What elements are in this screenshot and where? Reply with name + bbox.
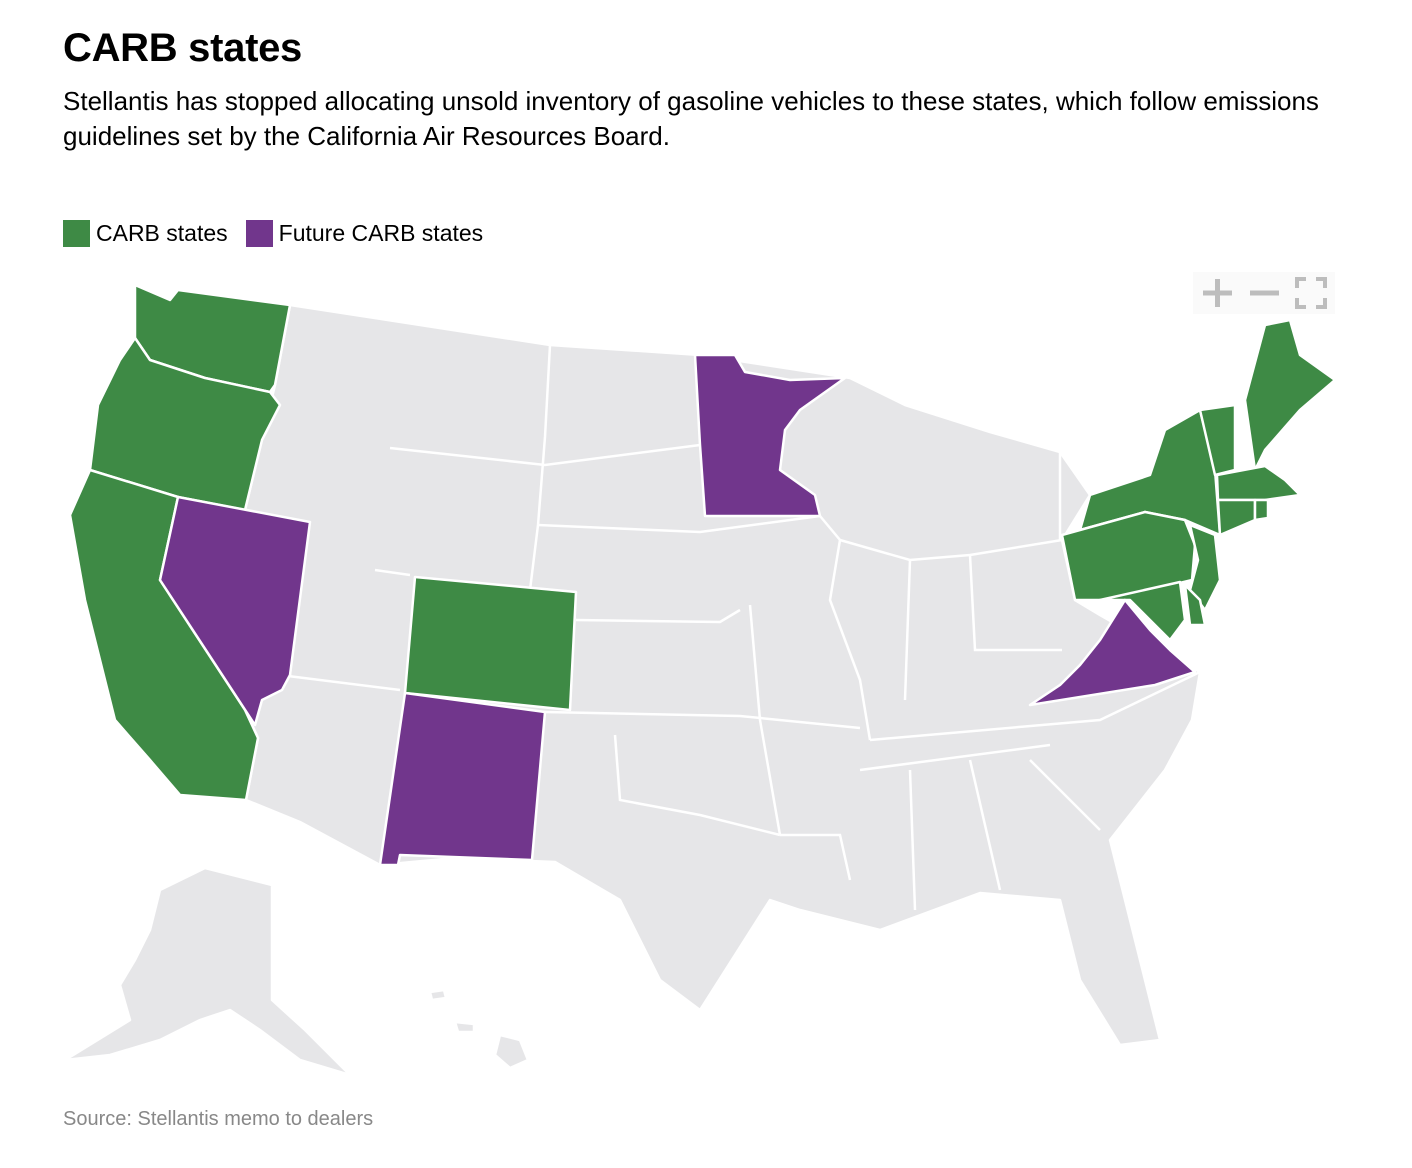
zoom-in-button[interactable] [1199,275,1235,311]
state-hawaii-3[interactable] [428,988,448,1002]
state-maryland[interactable] [1098,580,1187,642]
border-line [968,759,1002,891]
border-line [374,568,411,577]
state-pennsylvania[interactable] [1060,510,1197,602]
chart-subtitle: Stellantis has stopped allocating unsold… [63,86,1319,151]
border-line [544,710,861,730]
state-base-continental[interactable] [158,303,1202,1047]
state-virginia[interactable] [1028,598,1197,707]
border-line [859,743,1051,772]
source-note: Source: Stellantis memo to dealers [63,1108,374,1130]
state-connecticut[interactable] [1216,498,1257,537]
future-carb-states [158,353,1197,867]
plus-icon [1202,279,1232,307]
fullscreen-button[interactable] [1293,275,1329,311]
state-rhode-island[interactable] [1253,498,1270,522]
border-line [839,538,1063,562]
zoom-out-button[interactable] [1246,275,1282,311]
state-hawaii-2[interactable] [453,1020,476,1034]
state-hawaii-1[interactable] [493,1033,530,1070]
legend-item-carb: CARB states [63,220,228,247]
state-new-mexico[interactable] [378,691,547,867]
border-line [869,670,1201,742]
carb-states [68,283,1337,802]
border-line [613,734,781,837]
legend-swatch-carb [63,220,90,247]
us-map[interactable] [0,270,1412,1100]
state-nevada[interactable] [158,495,312,727]
border-line [537,514,821,534]
state-new-jersey[interactable] [1188,523,1222,612]
state-colorado[interactable] [403,575,578,712]
border-line [780,833,852,881]
legend-item-future: Future CARB states [245,220,484,247]
border-line [908,769,917,911]
state-maine[interactable] [1243,318,1337,472]
state-oregon[interactable] [88,336,282,512]
legend-label-carb: CARB states [96,220,228,246]
minus-icon [1249,290,1279,296]
map-controls [1193,272,1335,314]
fullscreen-icon [1295,277,1328,309]
border-line [748,604,782,836]
border-line [968,554,1062,652]
legend-label-future: Future CARB states [278,220,484,246]
state-minnesota[interactable] [693,353,847,518]
legend: CARB states Future CARB states [63,220,501,247]
border-line [528,344,552,591]
border-line [389,443,701,467]
border-line [903,559,912,701]
state-alaska[interactable] [63,866,352,1077]
legend-swatch-future [245,220,273,247]
map-background-states [63,303,1202,1077]
chart-title: CARB states [63,26,302,70]
state-delaware[interactable] [1183,583,1207,627]
border-line [1029,759,1101,831]
border-line [575,608,741,624]
border-line [819,515,872,741]
state-vermont[interactable] [1198,403,1237,477]
border-line [279,673,401,692]
